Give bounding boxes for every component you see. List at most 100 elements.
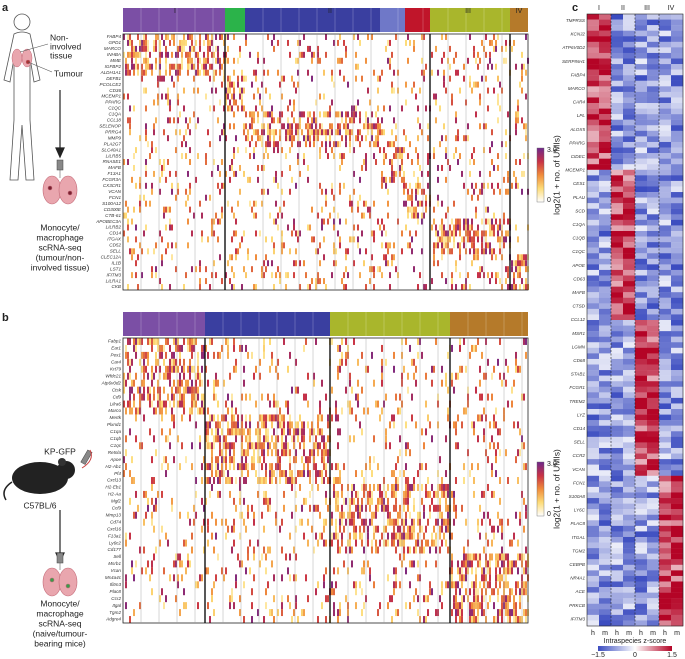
cell	[671, 153, 684, 159]
cell	[195, 338, 197, 345]
cell	[273, 442, 275, 450]
cell	[465, 553, 467, 561]
cell	[371, 351, 373, 359]
cell	[495, 39, 497, 46]
cell	[219, 170, 221, 177]
cell	[223, 75, 225, 82]
cell	[193, 111, 195, 118]
cell	[395, 135, 397, 142]
cell	[489, 218, 491, 225]
cell	[599, 52, 612, 59]
cell	[227, 338, 229, 345]
cell	[451, 574, 453, 582]
cell	[611, 436, 624, 443]
cell	[151, 511, 153, 519]
gene-label: LPL	[577, 113, 586, 118]
cell	[345, 266, 347, 273]
cell	[215, 532, 217, 540]
cell	[359, 141, 361, 148]
cell	[413, 497, 415, 505]
cell	[157, 490, 159, 498]
cell	[169, 63, 171, 70]
cell	[265, 236, 267, 243]
annotation: C57BL/6	[23, 500, 56, 510]
cell	[301, 51, 303, 58]
cell	[611, 392, 624, 399]
cell	[659, 47, 672, 54]
cell	[659, 303, 672, 310]
cell	[261, 553, 263, 561]
cell	[185, 141, 187, 148]
cell	[411, 206, 413, 213]
cell	[501, 609, 503, 617]
cell	[241, 560, 243, 568]
cell	[501, 532, 503, 540]
cell	[349, 379, 351, 387]
cell	[611, 86, 624, 93]
cell	[479, 99, 481, 106]
cell	[505, 230, 507, 237]
cell	[455, 504, 457, 512]
cell	[177, 51, 179, 58]
cell	[495, 421, 497, 429]
cell	[671, 425, 684, 432]
cell	[129, 532, 131, 540]
cell	[599, 119, 612, 126]
cell	[587, 481, 600, 488]
cell	[225, 400, 227, 408]
cell	[397, 456, 399, 464]
cell	[419, 123, 421, 130]
cell	[323, 278, 325, 285]
cell	[299, 470, 301, 478]
cell	[151, 497, 153, 505]
cell	[611, 375, 624, 382]
cell	[171, 386, 173, 394]
cell	[491, 435, 493, 443]
cell	[167, 338, 169, 345]
cell	[179, 69, 181, 76]
cell	[635, 525, 648, 532]
cell	[473, 421, 475, 429]
cell	[515, 560, 517, 568]
cell	[199, 266, 201, 273]
cell	[599, 414, 612, 421]
cell	[487, 567, 489, 575]
cell	[261, 266, 263, 273]
cell	[451, 567, 453, 575]
cell	[659, 358, 672, 365]
cell	[315, 99, 317, 106]
cell	[163, 567, 165, 575]
cell	[321, 532, 323, 540]
cell	[425, 372, 427, 380]
cell	[413, 595, 415, 603]
cell	[383, 176, 385, 183]
cell	[435, 504, 437, 512]
cell	[165, 93, 167, 100]
cell	[391, 176, 393, 183]
cell	[225, 99, 227, 106]
cell	[227, 34, 229, 40]
cell	[659, 375, 672, 382]
cell	[671, 559, 684, 565]
cell	[377, 400, 379, 408]
cell	[381, 129, 383, 136]
gene-label: CAR4	[573, 100, 586, 105]
cell	[169, 574, 171, 582]
cell	[291, 483, 293, 491]
cell	[225, 414, 227, 422]
cell	[379, 602, 381, 610]
cell	[245, 421, 247, 429]
cell	[243, 170, 245, 177]
cell	[659, 342, 672, 349]
cell	[587, 52, 600, 59]
cell	[635, 247, 648, 254]
cell	[131, 379, 133, 387]
cell	[635, 192, 648, 198]
cell	[427, 414, 429, 422]
cell	[443, 51, 445, 58]
cell	[353, 497, 355, 505]
cell	[477, 236, 479, 243]
cell	[587, 164, 600, 170]
cell	[431, 483, 433, 491]
cell	[209, 442, 211, 450]
